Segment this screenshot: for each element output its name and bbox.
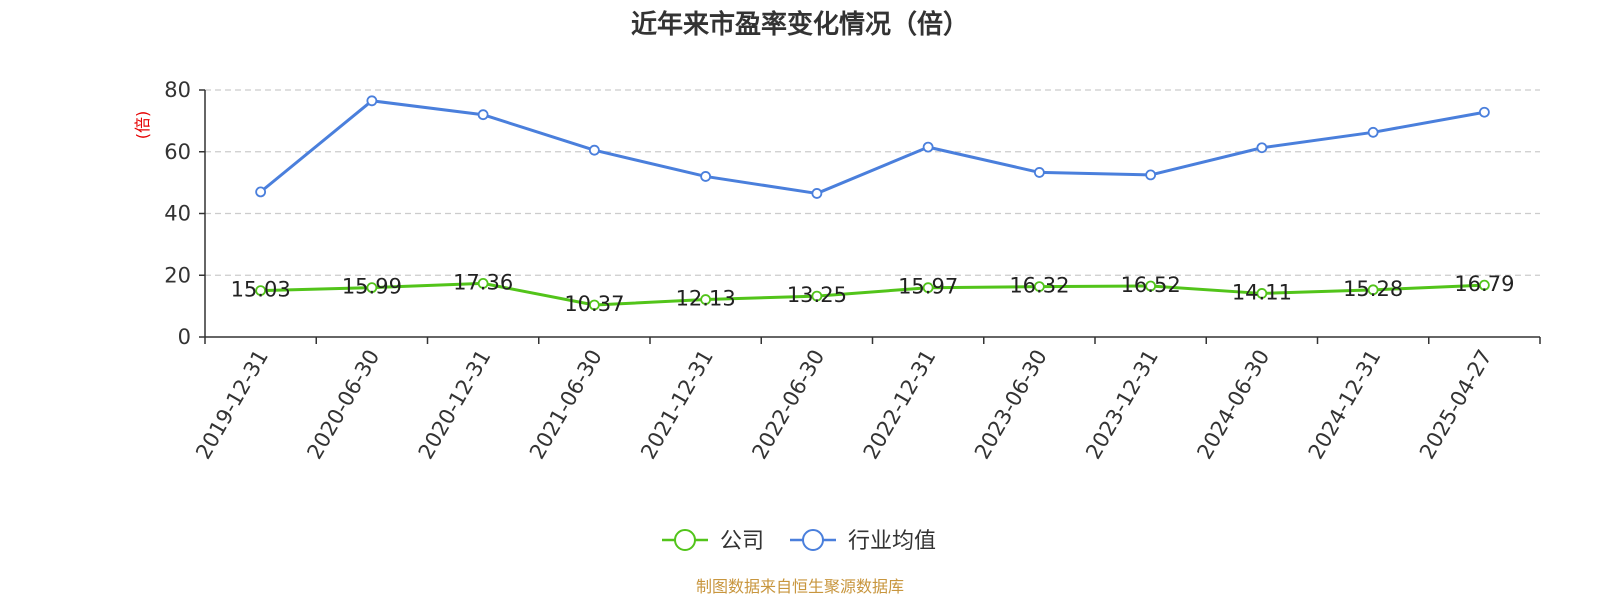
y-tick-label: 80	[164, 78, 191, 102]
x-tick-label: 2021-12-31	[636, 346, 718, 464]
series-line-1	[259, 99, 1485, 195]
data-label: 15.28	[1343, 277, 1403, 301]
data-point[interactable]	[366, 282, 378, 294]
x-tick-label: 2020-12-31	[414, 346, 496, 464]
legend: 公司 行业均值	[662, 529, 936, 554]
data-point[interactable]	[1256, 288, 1268, 299]
grid-lines	[205, 89, 1540, 276]
data-point[interactable]	[1033, 281, 1045, 293]
data-point[interactable]	[700, 294, 712, 305]
legend-label-industry-average: 行业均值	[848, 529, 936, 554]
data-label: 14.11	[1232, 280, 1292, 304]
series-line-0	[260, 281, 1485, 307]
data-label: 15.97	[898, 275, 958, 299]
data-labels: 15.03 15.99 17.36 10.37 12.13 13.25 15.97 16.32…	[231, 270, 1515, 316]
data-point[interactable]	[811, 290, 823, 302]
data-point[interactable]	[1367, 126, 1379, 138]
data-point[interactable]	[700, 171, 712, 182]
data-label: 15.03	[231, 278, 291, 302]
data-point[interactable]	[588, 299, 600, 311]
chart-title: 近年来市盈率变化情况（倍）	[631, 9, 969, 40]
data-point[interactable]	[1478, 279, 1490, 291]
data-point[interactable]	[477, 109, 489, 121]
data-point[interactable]	[1256, 142, 1268, 154]
x-tick-label: 2025-04-27	[1415, 346, 1497, 464]
data-point[interactable]	[255, 186, 267, 198]
y-axis-label: (倍)	[133, 111, 152, 140]
data-label: 12.13	[676, 287, 736, 311]
data-point[interactable]	[1367, 284, 1379, 296]
x-tick-label: 2020-06-30	[302, 346, 384, 464]
data-label: 15.99	[342, 275, 402, 299]
data-point[interactable]	[922, 141, 934, 153]
x-tick-label: 2023-12-31	[1081, 346, 1163, 464]
legend-item-company[interactable]: 公司	[662, 529, 764, 554]
data-point[interactable]	[366, 95, 378, 107]
legend-marker-company	[674, 529, 696, 551]
data-point[interactable]	[1145, 280, 1157, 292]
data-point[interactable]	[255, 285, 267, 296]
data-point[interactable]	[922, 282, 934, 294]
data-point[interactable]	[477, 278, 489, 289]
x-tick-label: 2022-12-31	[859, 346, 941, 464]
data-point[interactable]	[1033, 167, 1045, 178]
y-tick-label: 60	[164, 140, 191, 164]
x-tick-label: 2021-06-30	[525, 346, 607, 464]
data-point[interactable]	[811, 188, 823, 199]
x-tick-label: 2022-06-30	[747, 346, 829, 464]
x-tick-label: 2023-06-30	[970, 346, 1052, 464]
data-point[interactable]	[1478, 106, 1490, 118]
legend-marker-industry-average	[802, 529, 824, 551]
data-label: 13.25	[787, 283, 847, 307]
x-tick-label: 2019-12-31	[191, 346, 273, 464]
data-point[interactable]	[588, 144, 600, 156]
y-tick-label: 0	[178, 325, 191, 349]
data-label: 16.32	[1009, 274, 1069, 298]
source-note: 制图数据来自恒生聚源数据库	[696, 577, 904, 596]
legend-item-industry-average[interactable]: 行业均值	[790, 529, 936, 554]
series-lines	[255, 95, 1490, 311]
data-label: 16.79	[1454, 272, 1514, 296]
x-tick-label: 2024-12-31	[1304, 346, 1386, 464]
axes: 0 20 40 60 80 2019-12-31 2020-06-30 2020-12-31 2…	[164, 78, 1541, 464]
data-label: 16.52	[1121, 273, 1181, 297]
data-label: 17.36	[453, 270, 513, 294]
x-tick-label: 2024-06-30	[1192, 346, 1274, 464]
legend-label-company: 公司	[720, 529, 764, 554]
data-label: 10.37	[564, 292, 624, 316]
data-point[interactable]	[1145, 169, 1157, 181]
y-tick-label: 20	[164, 263, 191, 287]
y-tick-label: 40	[164, 202, 191, 226]
